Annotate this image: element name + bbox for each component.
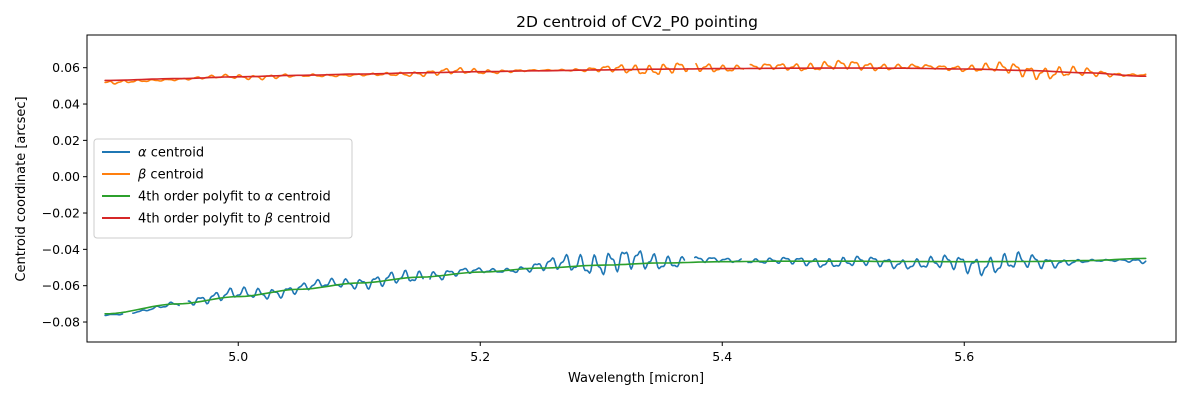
y-tick-label: 0.04 bbox=[52, 97, 80, 112]
y-tick-label: −0.04 bbox=[42, 242, 80, 257]
legend-frame bbox=[93, 138, 353, 239]
y-tick-label: −0.08 bbox=[42, 315, 80, 330]
plot-frame bbox=[86, 34, 1177, 343]
y-tick-label: 0.06 bbox=[52, 60, 80, 75]
legend-item: 4th order polyfit to α centroid bbox=[102, 190, 331, 205]
x-tick-label: 5.0 bbox=[228, 349, 248, 364]
legend-label: α centroid bbox=[138, 146, 204, 161]
legend: α centroid β centroid 4th order polyfit to… bbox=[93, 138, 353, 239]
legend-label: 4th order polyfit to α centroid bbox=[138, 190, 331, 205]
series-layer bbox=[104, 59, 1147, 317]
x-axis-label: Wavelength [micron] bbox=[568, 371, 704, 386]
legend-label: 4th order polyfit to β centroid bbox=[138, 212, 330, 227]
x-tick-label: 5.6 bbox=[954, 349, 974, 364]
chart-title: 2D centroid of CV2_P0 pointing bbox=[516, 13, 758, 32]
y-tick-label: −0.02 bbox=[42, 206, 80, 221]
series-3 bbox=[104, 257, 1147, 315]
series-line bbox=[104, 250, 1147, 317]
series-line bbox=[104, 67, 1147, 82]
legend-items: α centroid β centroid 4th order polyfit to… bbox=[102, 146, 331, 227]
legend-item: β centroid bbox=[102, 168, 204, 183]
series-line bbox=[104, 59, 1147, 85]
legend-item: 4th order polyfit to β centroid bbox=[102, 212, 330, 227]
series-2 bbox=[104, 59, 1147, 85]
y-tick-label: 0.02 bbox=[52, 133, 80, 148]
x-tick-label: 5.4 bbox=[712, 349, 732, 364]
series-line bbox=[104, 257, 1147, 315]
legend-item: α centroid bbox=[102, 146, 204, 161]
legend-label: β centroid bbox=[137, 168, 204, 183]
y-axis-label: Centroid coordinate [arcsec] bbox=[14, 96, 29, 281]
series-4 bbox=[104, 67, 1147, 82]
series-1 bbox=[104, 250, 1147, 317]
y-tick-label: 0.00 bbox=[52, 169, 80, 184]
y-tick-label: −0.06 bbox=[42, 278, 80, 293]
x-tick-label: 5.2 bbox=[470, 349, 490, 364]
x-axis: 5.0 5.2 5.4 5.6 bbox=[228, 342, 974, 364]
y-axis: −0.08 −0.06 −0.04 −0.02 0.00 0.02 0.04 0.06 bbox=[42, 60, 87, 330]
